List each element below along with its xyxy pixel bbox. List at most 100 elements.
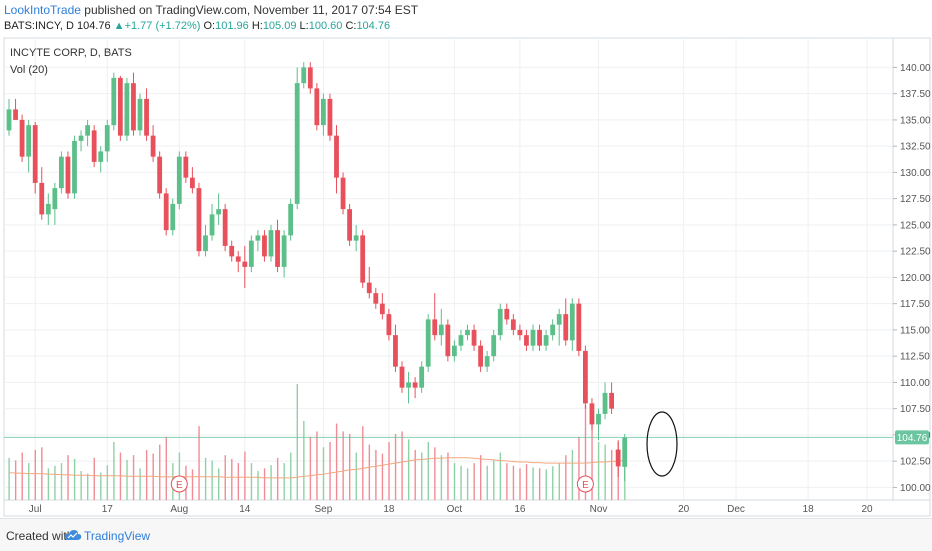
time-tick-label: 20 [678,504,690,515]
candle-body [327,98,333,136]
change-value: +1.77 (+1.72%) [124,20,201,32]
price-tick-label: 110.00 [900,378,930,389]
candle-body [609,392,614,409]
volume-bar [427,442,429,500]
volume-bar [447,452,449,500]
candle-body [556,314,562,325]
volume-bar [47,468,50,500]
volume-bar [250,463,253,500]
candle-body [458,335,464,346]
volume-bar [14,460,17,500]
volume-bar [329,442,331,500]
candle-body [294,83,300,204]
candle-body [131,83,136,131]
symbol-label: BATS:INCY, D [4,20,74,32]
time-tick-label: 18 [803,504,815,515]
volume-bar [204,457,207,500]
volume-bar [519,468,521,500]
candle-body [104,125,110,152]
candle-body [229,245,235,257]
tradingview-link[interactable]: TradingView [84,529,151,543]
volume-bar [532,467,534,500]
price-tick-label: 120.00 [900,273,931,284]
volume-bar [73,458,76,500]
volume-bar [545,469,547,500]
candle-body [373,293,379,304]
time-tick-label: 18 [383,504,395,515]
close-label: C: [345,20,357,32]
candle-body [360,235,366,283]
volume-bar [552,466,554,500]
volume-bar [54,465,56,500]
earnings-marker-icon[interactable] [170,475,188,493]
header-bar: LookIntoTrade published on TradingView.c… [0,0,932,36]
candle-body [85,125,90,136]
tradingview-cloud-icon[interactable] [64,528,82,542]
volume-bar [283,463,285,500]
volume-bar [473,463,475,500]
last-price-badge [895,430,929,445]
volume-bar [421,452,423,500]
candle-body [124,83,130,136]
volume-bar [34,449,36,500]
volume-bar [80,471,82,500]
volume-bar [381,453,384,500]
candle-body [111,77,117,126]
volume-bar [355,452,357,500]
earnings-marker-icon[interactable] [576,475,594,493]
volume-bar [480,455,482,500]
candle-body [39,182,45,215]
volume-bar [276,457,279,500]
candle-body [242,261,248,267]
price-axis[interactable]: 140.00 137.50 135.00 132.50 130.00 127.50 125.… [893,63,931,494]
author-link[interactable]: LookIntoTrade [4,3,81,17]
candle-body [307,67,313,89]
volume-bar [100,472,102,500]
volume-bar [106,465,109,500]
candle-body [412,382,418,388]
candle-body [530,329,536,346]
volume-bar [440,455,443,500]
candle-body [183,156,189,178]
candle-body [510,319,516,330]
candles [6,62,628,482]
volume-bar [322,447,325,500]
last-price: 104.76 [76,20,111,32]
candle-body [452,345,457,357]
volume-bar [434,447,436,500]
candle-body [379,303,385,315]
candle-body [144,98,149,136]
volume-bar [506,463,508,500]
candle-body [78,135,84,141]
candle-body [393,335,398,367]
volume-bar [231,458,233,500]
volume-bar [257,471,259,500]
candle-body [209,214,215,236]
candle-body [504,308,510,320]
candle-body [583,350,588,404]
time-tick-label: 14 [239,504,251,515]
candle-body [150,135,156,157]
candle-body [19,119,25,157]
candle-body [406,382,411,388]
time-tick-label: Dec [727,504,745,515]
candle-body [347,209,352,241]
volume-bar [493,460,495,500]
price-tick-label: 100.00 [900,483,931,494]
candle-body [569,303,575,341]
time-axis[interactable]: Jul 17 Aug 14 Sep 18 Oct 16 Nov 20 Dec 18 20 [29,504,873,515]
low-value: 100.60 [308,20,343,32]
volume-bar [453,463,456,500]
low-label: L: [299,20,309,32]
price-tick-label: 115.00 [900,325,930,336]
volume-bar [191,469,194,500]
candle-body [216,209,221,215]
candle-body [26,125,32,157]
created-with-text: Created with [6,529,74,543]
price-chart[interactable]: 140.00 137.50 135.00 132.50 130.00 127.50 125.… [0,0,932,518]
candle-body [137,98,143,131]
candle-body [170,203,176,231]
candle-body [353,235,359,241]
candle-body [262,235,267,257]
